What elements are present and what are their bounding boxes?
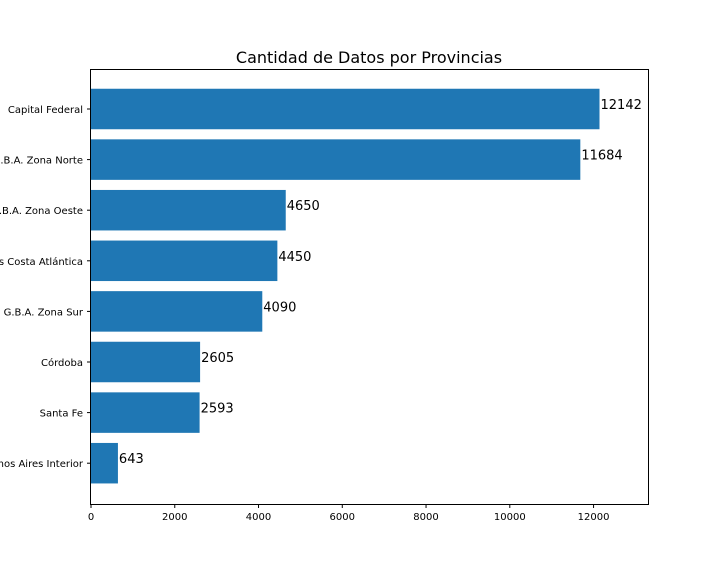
y-tick-label: G.B.A. Zona Norte <box>0 156 83 167</box>
y-tick-label: Buenos Aires Interior <box>0 459 84 470</box>
y-tick-label: Santa Fe <box>40 409 83 420</box>
bar-value-label: 2593 <box>201 402 234 417</box>
bar-value-label: 643 <box>119 452 144 467</box>
y-tick-label: G.B.A. Zona Oeste <box>0 206 83 217</box>
x-tick-label: 2000 <box>162 512 187 523</box>
x-tick-label: 6000 <box>330 512 355 523</box>
x-tick-label: 8000 <box>413 512 438 523</box>
plot-frame <box>90 69 649 505</box>
bar-value-label: 4090 <box>263 300 296 315</box>
x-tick-label: 12000 <box>578 512 610 523</box>
x-tick-label: 10000 <box>494 512 526 523</box>
y-tick-label: Capital Federal <box>8 105 83 116</box>
bar <box>90 341 201 383</box>
bar <box>90 139 581 180</box>
bar-value-label: 11684 <box>581 149 622 164</box>
bar <box>90 442 118 484</box>
bar <box>90 189 286 231</box>
y-tick-label: G.B.A. Zona Sur <box>4 307 84 318</box>
bar <box>90 88 600 130</box>
x-tick-label: 4000 <box>246 512 271 523</box>
bar-value-label: 12142 <box>601 98 642 113</box>
chart-title: Cantidad de Datos por Provincias <box>236 48 502 67</box>
y-tick-label: Córdoba <box>41 357 83 369</box>
bar <box>90 240 278 282</box>
bar-value-label: 2605 <box>201 351 234 366</box>
bar <box>90 392 200 433</box>
x-tick-label: 0 <box>88 512 94 523</box>
bar <box>90 291 263 332</box>
bar-value-label: 4450 <box>278 250 311 265</box>
bar-value-label: 4650 <box>287 199 320 214</box>
y-tick-label: Buenos Aires Costa Atlántica <box>0 256 83 268</box>
